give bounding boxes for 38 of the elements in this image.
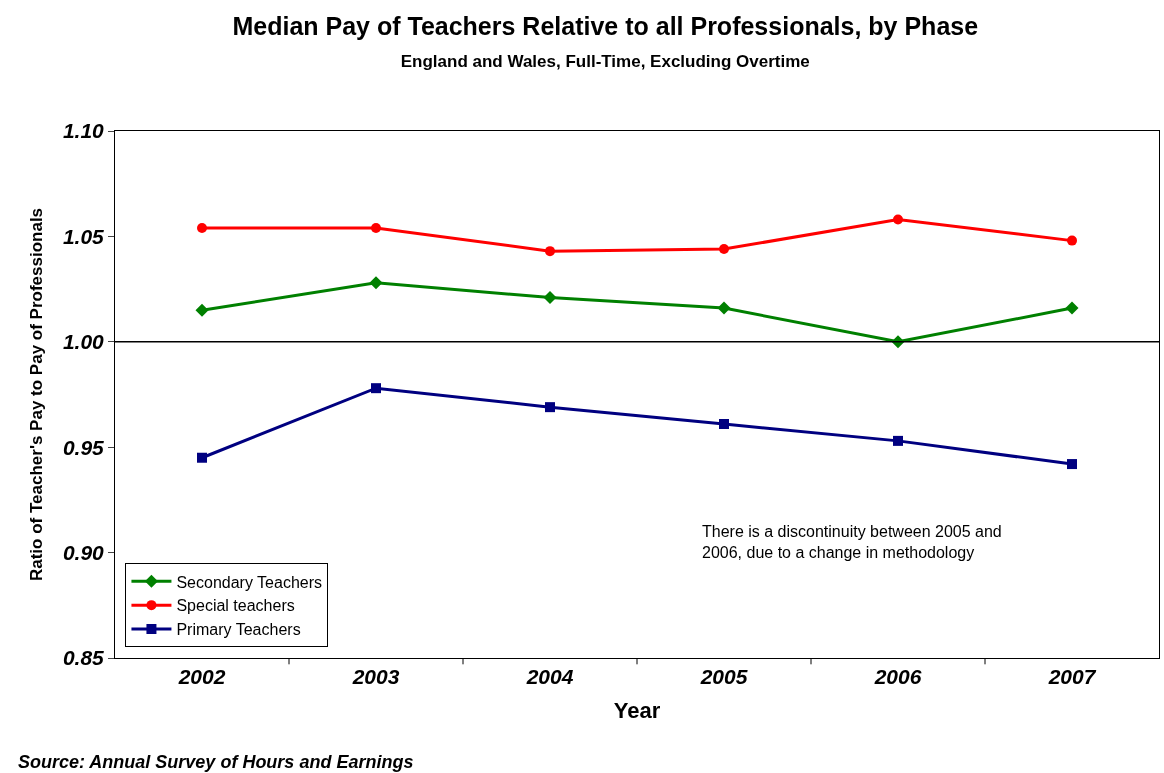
point <box>1067 235 1077 246</box>
point <box>543 291 557 305</box>
point <box>545 402 555 413</box>
point <box>1065 301 1079 315</box>
legend-label: Secondary Teachers <box>176 573 323 591</box>
x-tick-label: 2006 <box>873 665 922 689</box>
point <box>719 244 729 255</box>
y-tick-label: 0.85 <box>62 646 105 670</box>
point <box>369 276 383 290</box>
x-tick-label: 2004 <box>525 665 574 689</box>
point <box>197 222 207 233</box>
y-tick-label: 1.05 <box>62 224 105 248</box>
x-tick-label: 2003 <box>351 665 400 689</box>
y-axis-title: Ratio of Teacher's Pay to Pay of Professionals <box>27 207 47 582</box>
annotation: There is a discontinuity between 2005 and 2006, due to a change in methodology <box>702 523 1002 561</box>
point <box>717 301 731 315</box>
point <box>197 452 207 463</box>
point <box>371 222 381 233</box>
y-tick-label: 0.90 <box>62 540 105 564</box>
point <box>893 214 903 225</box>
point <box>545 246 555 257</box>
x-tick-label: 2002 <box>177 665 226 689</box>
point <box>195 303 209 317</box>
x-tick-label: 2005 <box>699 665 748 689</box>
legend-label: Primary Teachers <box>176 621 301 639</box>
y-tick-label: 0.95 <box>62 435 105 459</box>
x-tick-label: 2007 <box>1047 665 1097 689</box>
point <box>719 419 729 430</box>
point <box>1067 459 1077 470</box>
chart-title: Median Pay of Teachers Relative to all Professionals, by Phase <box>232 11 979 40</box>
x-axis-title: Year <box>613 698 661 724</box>
y-tick-label: 1.10 <box>62 119 105 143</box>
point <box>371 383 381 394</box>
point <box>893 435 903 446</box>
y-tick-label: 1.00 <box>62 330 105 354</box>
legend-label: Special teachers <box>176 597 295 615</box>
source-note: Source: Annual Survey of Hours and Earnings <box>18 752 414 772</box>
chart-subtitle: England and Wales, Full-Time, Excluding Overtime <box>400 52 810 72</box>
